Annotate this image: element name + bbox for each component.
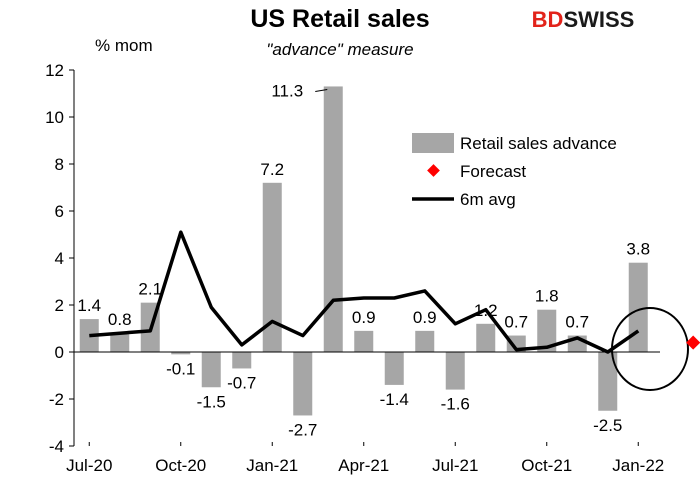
forecast-group: 0.4 [611,307,700,391]
bar-data-label: 7.2 [260,160,284,179]
bar-series [79,86,648,416]
y-tick-label: -4 [49,437,64,456]
bar [354,330,374,352]
bar [171,352,191,355]
bar [415,330,435,352]
bar-data-label: 1.4 [77,296,101,315]
logo-part-bd: BD [532,7,564,32]
x-tick-label: Oct-20 [155,456,206,475]
bar [537,309,557,352]
bar [262,182,282,352]
bar-data-label: 0.9 [413,308,437,327]
y-tick-label: -2 [49,390,64,409]
bar [323,86,343,352]
x-tick-label: Jan-21 [246,456,298,475]
bar [628,262,648,352]
y-axis-ticks: -4 -2 0 2 4 6 8 10 12 [45,61,74,456]
svg-text:BDSWISS: BDSWISS [532,7,635,32]
label-leader-line [315,88,328,92]
bar [232,352,252,369]
x-axis-ticks: Jul-20 Oct-20 Jan-21 Apr-21 Jul-21 Oct-21 Jan-… [66,442,664,475]
bar-data-label: -1.6 [441,395,470,414]
bar-data-label: -2.5 [593,416,622,435]
bar-data-label: 0.9 [352,308,376,327]
y-tick-label: 4 [55,249,64,268]
bar-data-label: -1.4 [380,390,409,409]
brand-logo: BDSWISS [532,7,635,32]
bar-data-labels: 1.4 0.8 2.1 -0.1-1.5-0.7 7.2 -2.7 11.3 0.9 -1.4 0… [77,81,650,439]
bar [79,319,99,352]
y-tick-label: 12 [45,61,64,80]
bar-data-label: -0.1 [166,359,195,378]
bar-data-label: 1.8 [535,287,559,306]
chart-title: US Retail sales [250,5,429,33]
bar-data-label: 0.7 [565,313,589,332]
bar [293,352,313,416]
y-tick-label: 6 [55,202,64,221]
bar-data-label: 0.8 [108,310,132,329]
bar [201,352,221,388]
bar [384,352,404,385]
y-tick-label: 2 [55,296,64,315]
x-tick-label: Jul-21 [432,456,478,475]
logo-part-swiss: SWISS [563,7,634,32]
bar-data-label: -2.7 [288,420,317,439]
x-tick-label: Apr-21 [338,456,389,475]
bar [476,323,496,352]
forecast-marker [686,335,700,350]
six-month-average-line [89,230,640,354]
legend-swatch-bar [412,133,454,153]
bar-data-label: 0.7 [504,313,528,332]
bar-data-label: 2.1 [138,280,162,299]
legend-label-line: 6m avg [460,190,516,209]
legend-label-forecast: Forecast [460,162,526,181]
bar-data-label: 3.8 [626,240,650,259]
legend-swatch-forecast [427,164,440,177]
bar-data-label: 11.3 [271,81,303,100]
x-tick-label: Jul-20 [66,456,112,475]
x-tick-label: Oct-21 [521,456,572,475]
legend-label-bar: Retail sales advance [460,134,617,153]
bar-data-label: -0.7 [227,373,256,392]
bar-data-label: -1.5 [197,392,226,411]
bar [110,333,130,352]
legend: Retail sales advance Forecast 6m avg [412,133,617,209]
y-tick-label: 0 [55,343,64,362]
y-tick-label: 8 [55,155,64,174]
forecast-highlight-circle [611,307,689,391]
chart-subtitle: "advance" measure [266,40,413,59]
x-tick-label: Jan-22 [612,456,664,475]
y-axis-unit: % mom [95,36,153,55]
y-tick-label: 10 [45,108,64,127]
bar [598,352,618,411]
bar [445,352,465,390]
